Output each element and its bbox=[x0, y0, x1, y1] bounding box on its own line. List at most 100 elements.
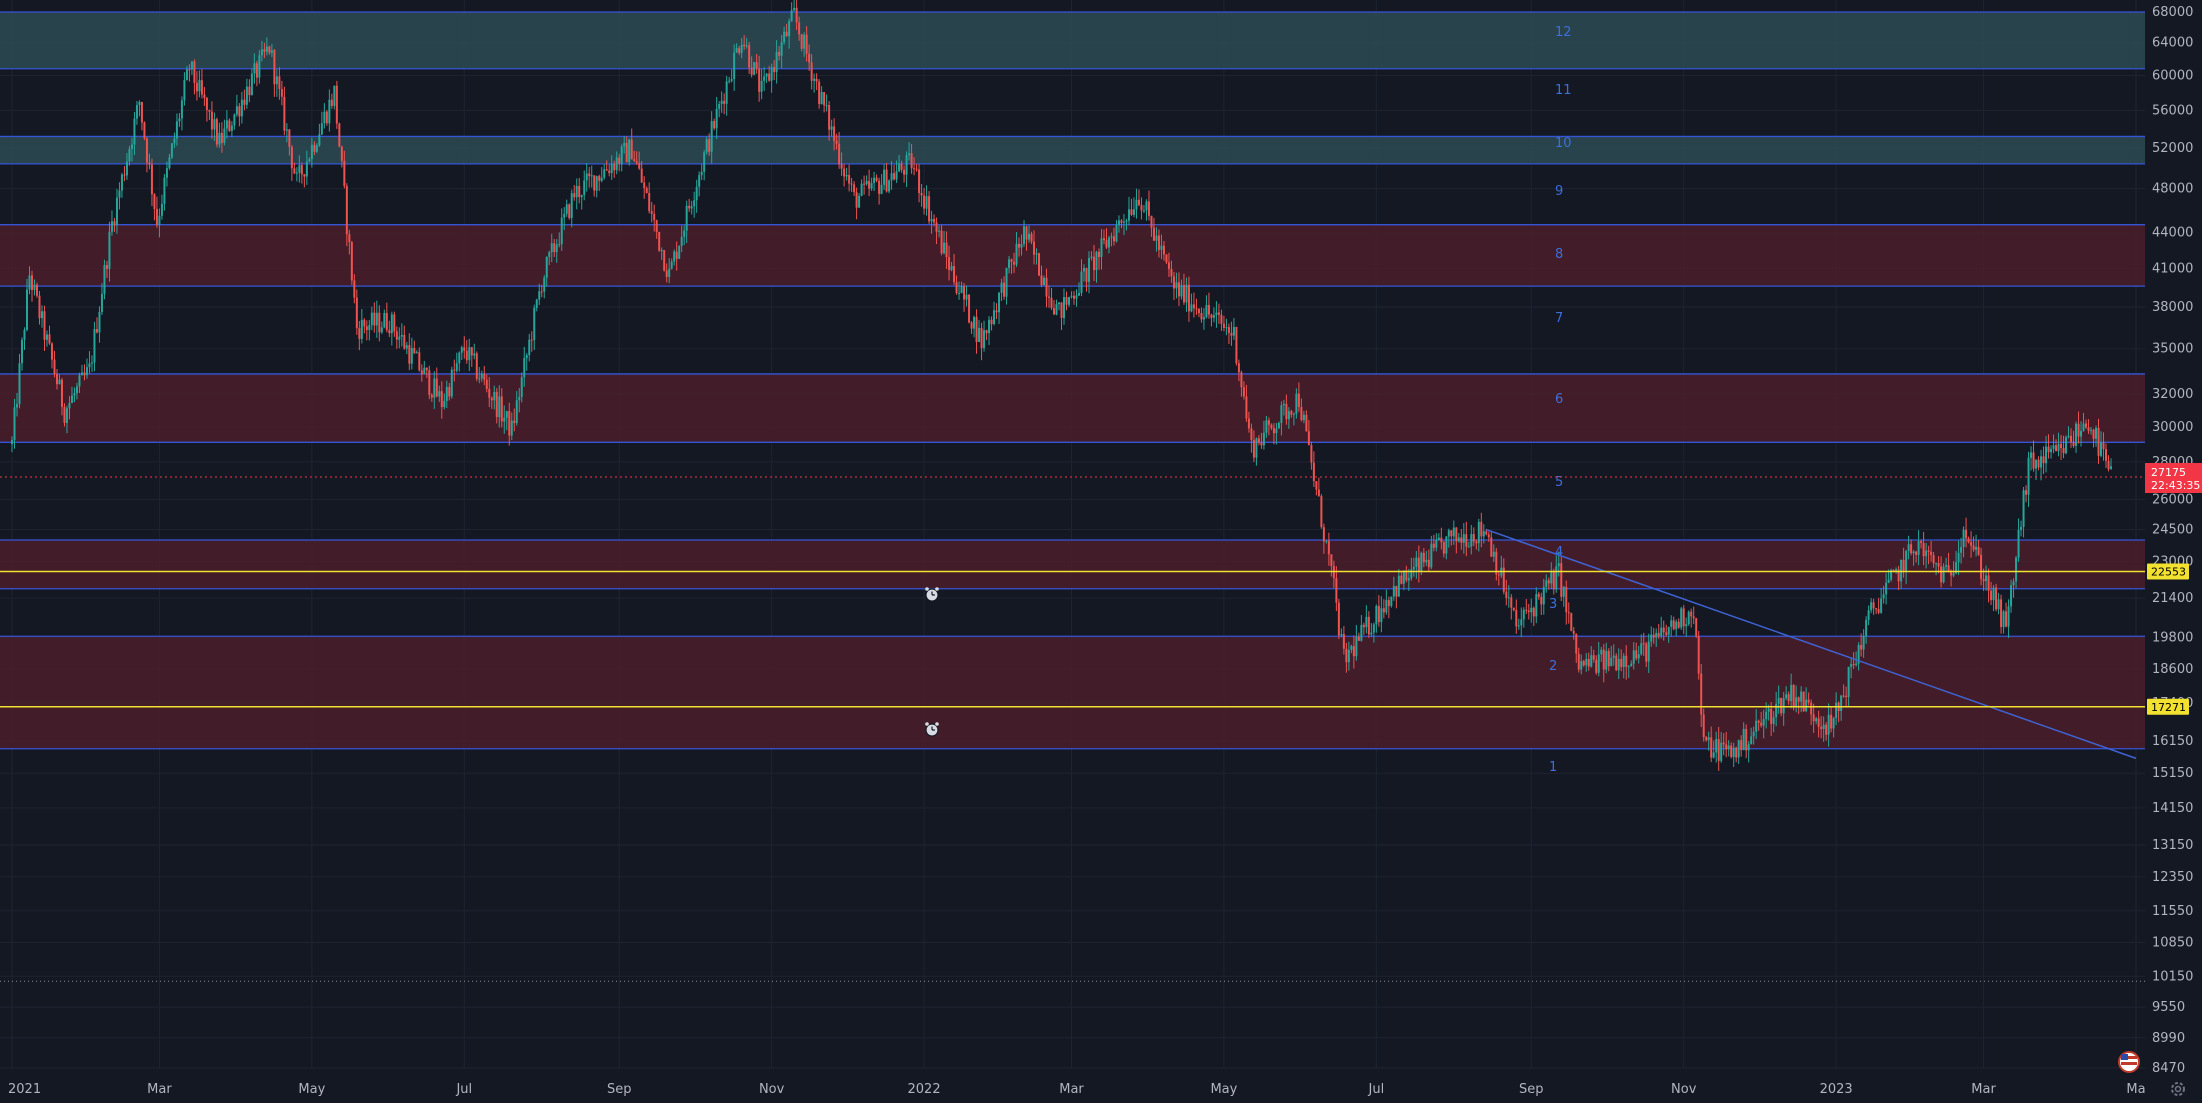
candle-body bbox=[440, 391, 443, 408]
candle-body bbox=[588, 173, 591, 177]
candle-body bbox=[60, 379, 63, 407]
candle-body bbox=[1222, 323, 1225, 328]
current-price-badge[interactable] bbox=[2145, 462, 2202, 493]
candle-body bbox=[1560, 563, 1563, 597]
candle-body bbox=[1340, 634, 1343, 636]
candle-body bbox=[630, 139, 633, 160]
candle-body bbox=[230, 125, 233, 131]
candle-body bbox=[780, 42, 783, 56]
candle-body bbox=[920, 193, 923, 196]
candle-body bbox=[678, 246, 681, 259]
candle-body bbox=[1710, 737, 1713, 758]
candle-body bbox=[1050, 297, 1053, 309]
candle-body bbox=[420, 370, 423, 375]
level-price-badge[interactable] bbox=[2147, 563, 2189, 580]
candle-body bbox=[1220, 314, 1223, 324]
candle-body bbox=[468, 347, 471, 361]
candle-body bbox=[890, 173, 893, 181]
candle-body bbox=[1350, 646, 1353, 650]
candle-body bbox=[178, 118, 181, 122]
candle-body bbox=[1632, 650, 1635, 664]
candle-body bbox=[1058, 302, 1061, 305]
candle-body bbox=[478, 378, 481, 380]
candle-body bbox=[1162, 245, 1165, 255]
candle-body bbox=[1812, 714, 1815, 722]
candle-body bbox=[458, 352, 461, 364]
candle-body bbox=[2040, 456, 2043, 468]
candle-body bbox=[110, 221, 113, 232]
candle-body bbox=[1765, 711, 1768, 720]
candle-body bbox=[600, 177, 603, 181]
candle-body bbox=[1652, 634, 1655, 638]
candle-body bbox=[1907, 544, 1910, 552]
candle-body bbox=[470, 347, 473, 356]
candle-body bbox=[443, 400, 446, 408]
gear-icon[interactable] bbox=[2171, 1082, 2185, 1096]
candle-body bbox=[553, 243, 556, 253]
candle-body bbox=[875, 177, 878, 181]
price-tick-label: 56000 bbox=[2152, 103, 2193, 118]
candle-body bbox=[445, 386, 448, 401]
candle-body bbox=[888, 180, 891, 192]
candle-body bbox=[1912, 551, 1915, 554]
candle-body bbox=[1210, 314, 1213, 318]
candle-body bbox=[1517, 625, 1520, 627]
candle-body bbox=[1532, 607, 1535, 617]
candle-body bbox=[840, 164, 843, 169]
candle-body bbox=[735, 48, 738, 53]
candle-body bbox=[1867, 610, 1870, 620]
alarm-clock-icon[interactable] bbox=[925, 722, 939, 737]
candle-body bbox=[385, 313, 388, 331]
candle-body bbox=[1542, 586, 1545, 605]
candle-body bbox=[705, 139, 708, 153]
candle-body bbox=[1750, 736, 1753, 745]
candle-body bbox=[40, 311, 43, 319]
candle-body bbox=[1712, 752, 1715, 758]
candle-body bbox=[115, 197, 118, 226]
candle-body bbox=[1962, 529, 1965, 548]
candle-body bbox=[1760, 722, 1763, 726]
price-tick-label: 35000 bbox=[2152, 342, 2193, 357]
candle-body bbox=[1260, 442, 1263, 446]
candle-body bbox=[398, 336, 401, 340]
candle-body bbox=[1730, 745, 1733, 757]
candle-body bbox=[833, 126, 836, 141]
candle-body bbox=[1595, 659, 1598, 673]
candle-body bbox=[1177, 282, 1180, 297]
candle-body bbox=[665, 270, 668, 277]
level-price-badge[interactable] bbox=[2147, 698, 2189, 715]
candle-body bbox=[1400, 575, 1403, 584]
candle-body bbox=[1377, 605, 1380, 623]
candle-body bbox=[28, 275, 31, 290]
candle-body bbox=[523, 358, 526, 378]
candle-body bbox=[390, 314, 393, 334]
candle-body bbox=[1045, 277, 1048, 297]
zone-band bbox=[0, 224, 2145, 287]
candle-body bbox=[340, 146, 343, 161]
time-axis[interactable]: 2021 Mar May Jul Sep Nov 2022 Mar May Jul Sep Nov 20… bbox=[0, 1073, 2146, 1103]
price-axis[interactable]: 68000 64000 60000 56000 52000 48000 44000 41000… bbox=[2145, 5, 2202, 1076]
candle-body bbox=[1355, 636, 1358, 657]
candle-body bbox=[1237, 363, 1240, 373]
candle-body bbox=[738, 48, 741, 53]
candle-body bbox=[1447, 530, 1450, 537]
candle-body bbox=[155, 208, 158, 225]
candle-body bbox=[1552, 572, 1555, 590]
candle-body bbox=[148, 162, 151, 165]
trendline[interactable] bbox=[1486, 528, 2137, 760]
us-flag-icon[interactable] bbox=[2118, 1051, 2140, 1073]
candle-body bbox=[2035, 459, 2038, 469]
candle-body bbox=[285, 129, 288, 131]
alarm-clock-icon[interactable] bbox=[925, 587, 939, 602]
candle-body bbox=[1247, 418, 1250, 429]
candle-body bbox=[1155, 235, 1158, 241]
candle-body bbox=[1205, 305, 1208, 318]
candle-body bbox=[850, 183, 853, 185]
candle-body bbox=[25, 289, 28, 330]
candle-body bbox=[1640, 643, 1643, 655]
candle-body bbox=[1620, 658, 1623, 667]
candle-body bbox=[448, 386, 451, 397]
candle-body bbox=[1860, 644, 1863, 650]
candle-body bbox=[1165, 254, 1168, 263]
